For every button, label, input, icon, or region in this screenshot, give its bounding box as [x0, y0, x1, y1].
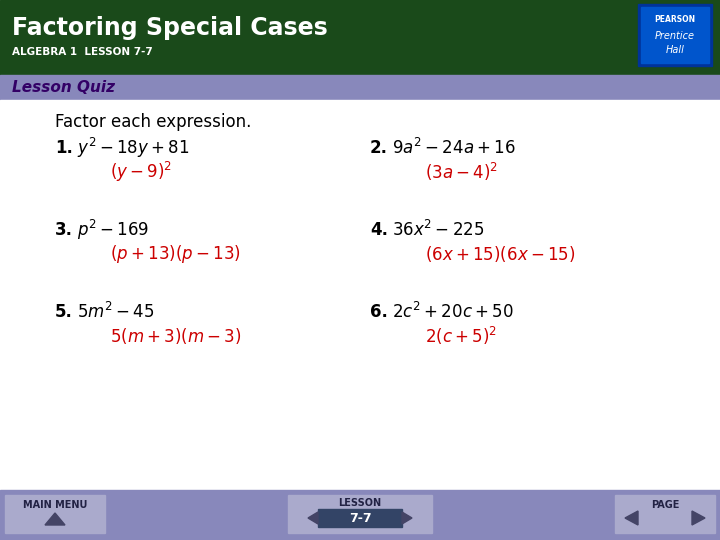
Text: $(3a - 4)^2$: $(3a - 4)^2$ — [425, 161, 498, 183]
Polygon shape — [308, 512, 318, 524]
Bar — [0, 100, 720, 490]
Text: PAGE: PAGE — [651, 500, 679, 510]
Bar — [0, 490, 720, 540]
Text: Hall: Hall — [665, 45, 685, 55]
Text: $(6x + 15)(6x - 15)$: $(6x + 15)(6x - 15)$ — [425, 244, 575, 264]
Text: PEARSON: PEARSON — [654, 16, 696, 24]
Text: 3.: 3. — [55, 221, 73, 239]
Bar — [318, 509, 402, 527]
Text: $y^2 - 18y + 81$: $y^2 - 18y + 81$ — [77, 136, 189, 160]
Text: 2.: 2. — [370, 139, 388, 157]
Text: Prentice: Prentice — [655, 31, 695, 41]
Text: $36x^2 - 225$: $36x^2 - 225$ — [392, 220, 485, 240]
Text: $p^2 - 169$: $p^2 - 169$ — [77, 218, 149, 242]
Polygon shape — [402, 512, 412, 524]
Text: Factoring Special Cases: Factoring Special Cases — [12, 16, 328, 40]
Polygon shape — [45, 513, 65, 525]
Text: Lesson Quiz: Lesson Quiz — [12, 80, 115, 95]
Text: $(y - 9)^2$: $(y - 9)^2$ — [110, 160, 172, 184]
Bar — [5, 495, 105, 533]
Bar — [0, 0, 720, 75]
Text: Factor each expression.: Factor each expression. — [55, 113, 251, 131]
Bar — [615, 495, 715, 533]
Text: ALGEBRA 1  LESSON 7-7: ALGEBRA 1 LESSON 7-7 — [12, 47, 153, 57]
Text: 7-7: 7-7 — [348, 511, 372, 524]
Text: 1.: 1. — [55, 139, 73, 157]
Text: $5(m + 3)(m - 3)$: $5(m + 3)(m - 3)$ — [110, 326, 241, 346]
Text: LESSON: LESSON — [338, 498, 382, 508]
Bar — [0, 75, 720, 100]
Bar — [638, 4, 712, 66]
Text: 4.: 4. — [370, 221, 388, 239]
Text: $9a^2 - 24a + 16$: $9a^2 - 24a + 16$ — [392, 138, 516, 158]
Polygon shape — [625, 511, 638, 525]
Bar — [641, 7, 709, 63]
Polygon shape — [692, 511, 705, 525]
Bar — [288, 495, 432, 533]
Text: $2(c + 5)^2$: $2(c + 5)^2$ — [425, 325, 497, 347]
Text: MAIN MENU: MAIN MENU — [23, 500, 87, 510]
Text: $5m^2 - 45$: $5m^2 - 45$ — [77, 302, 155, 322]
Text: 6.: 6. — [370, 303, 388, 321]
Text: $2c^2 + 20c + 50$: $2c^2 + 20c + 50$ — [392, 302, 513, 322]
Text: $(p + 13)(p - 13)$: $(p + 13)(p - 13)$ — [110, 243, 240, 265]
Text: 5.: 5. — [55, 303, 73, 321]
